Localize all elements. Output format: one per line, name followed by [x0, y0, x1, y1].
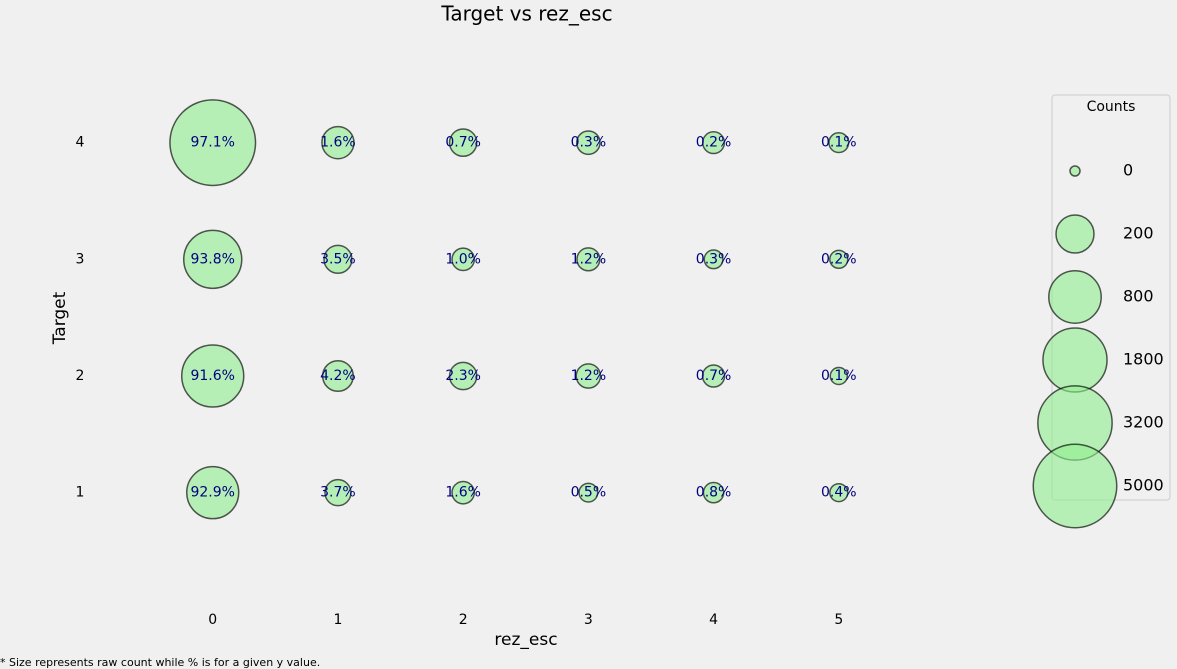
bubble — [451, 480, 476, 505]
bubble-label: 1.6% — [445, 485, 481, 501]
bubble-label: 0.4% — [821, 485, 857, 501]
bubble-label: 0.1% — [821, 368, 857, 384]
legend-label: 0 — [1123, 161, 1133, 180]
bubble — [321, 359, 354, 393]
bubble — [575, 363, 602, 389]
chart-title: Target vs rez_esc — [440, 2, 612, 26]
bubble-label: 92.9% — [190, 485, 234, 501]
bubble-label: 0.8% — [696, 485, 732, 501]
bubble — [451, 247, 476, 272]
bubble — [703, 249, 724, 270]
legend-title: Counts — [1087, 99, 1136, 115]
legend-label: 200 — [1123, 224, 1154, 243]
legend-label: 800 — [1123, 287, 1154, 306]
legend-bubble — [1069, 165, 1081, 177]
y-tick-label: 1 — [76, 485, 85, 501]
legend-label: 3200 — [1123, 413, 1164, 432]
x-axis-label: rez_esc — [494, 630, 557, 650]
y-axis-label: Target — [50, 291, 70, 345]
legend-bubble — [1032, 443, 1118, 529]
bubble — [702, 481, 725, 504]
legend-bubble — [1042, 327, 1108, 393]
bubble — [180, 344, 245, 408]
legend-label: 5000 — [1123, 476, 1164, 495]
bubble — [829, 482, 849, 503]
x-tick-label: 0 — [208, 612, 217, 628]
legend-label: 1800 — [1123, 350, 1164, 369]
bubble-label: 97.1% — [190, 135, 234, 151]
bubble-label: 0.2% — [821, 251, 857, 267]
x-tick-label: 5 — [834, 612, 843, 628]
bubble-label: 2.3% — [445, 368, 481, 384]
bubble-label: 1.2% — [571, 251, 607, 267]
bubble-label: 91.6% — [190, 368, 234, 384]
y-tick-label: 4 — [76, 135, 85, 151]
bubble — [829, 249, 849, 270]
bubble — [701, 131, 726, 155]
bubble — [829, 366, 849, 386]
legend-bubble — [1048, 270, 1102, 324]
bubble-label: 0.7% — [696, 368, 732, 384]
bubble-label: 3.7% — [320, 485, 356, 501]
bubble — [575, 130, 601, 156]
footnote: * Size represents raw count while % is f… — [0, 656, 320, 669]
bubble-label: 0.7% — [445, 135, 481, 151]
x-tick-label: 4 — [709, 612, 718, 628]
y-tick-label: 3 — [76, 251, 85, 267]
bubble-label: 1.6% — [320, 135, 356, 151]
bubble-label: 3.5% — [320, 251, 356, 267]
bubble-label: 0.3% — [571, 135, 607, 151]
bubble-label: 0.5% — [571, 485, 607, 501]
bubble-label: 0.1% — [821, 135, 857, 151]
bubble — [169, 99, 257, 187]
bubble — [448, 361, 478, 391]
bubble — [576, 247, 601, 272]
bubble-label: 0.3% — [696, 251, 732, 267]
bubble — [182, 229, 243, 290]
x-tick-label: 1 — [333, 612, 342, 628]
x-tick-label: 2 — [459, 612, 468, 628]
bubble — [448, 128, 478, 158]
bubble — [828, 132, 850, 154]
bubble-label: 1.0% — [445, 251, 481, 267]
bubble — [701, 364, 726, 388]
bubble-label: 4.2% — [320, 368, 356, 384]
bubble-label: 1.2% — [571, 368, 607, 384]
bubble — [321, 125, 355, 160]
bubble — [324, 478, 352, 507]
legend-bubble — [1055, 214, 1095, 254]
x-tick-label: 3 — [584, 612, 593, 628]
bubble — [578, 482, 599, 503]
bubble — [323, 244, 353, 275]
bubble-label: 93.8% — [190, 251, 234, 267]
bubble-label: 0.2% — [696, 135, 732, 151]
y-tick-label: 2 — [76, 368, 85, 384]
bubble — [185, 465, 240, 520]
